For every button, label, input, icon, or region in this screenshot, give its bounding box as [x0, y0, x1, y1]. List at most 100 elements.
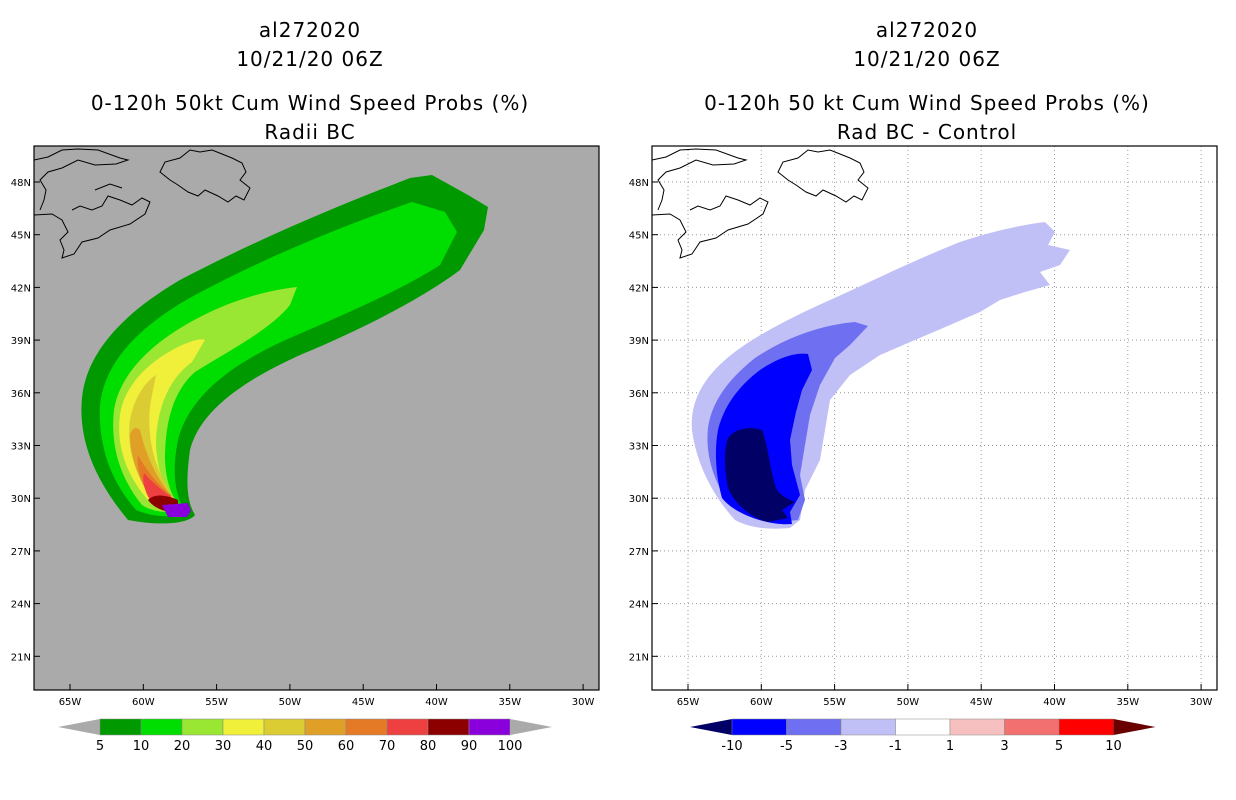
right-lat-tick-label: 48N: [629, 178, 649, 189]
left-colorbar-label: 70: [379, 739, 396, 754]
left-lon-tick-label: 55W: [205, 697, 228, 708]
left-lat-tick-label: 24N: [11, 600, 31, 611]
right-lon-tick-label: 50W: [897, 697, 920, 708]
left-lon-tick-label: 60W: [132, 697, 155, 708]
left-colorbar-box: [222, 718, 265, 736]
right-title: 0-120h 50 kt Cum Wind Speed Probs (%): [704, 91, 1150, 115]
prob-10-contour: [99, 202, 458, 517]
left-colorbar-label: 10: [133, 739, 150, 754]
right-lat-tick-label: 21N: [629, 652, 649, 663]
left-lon-tick-label: 35W: [498, 697, 521, 708]
left-map-panel: [33, 145, 600, 691]
left-colorbar-label: 60: [338, 739, 355, 754]
right-colorbar-label: 5: [1055, 739, 1063, 754]
right-lat-tick-label: 45N: [629, 231, 649, 242]
left-colorbar-label: 100: [498, 739, 523, 754]
left-colorbar-box: [140, 718, 183, 736]
left-probability-swath: [81, 175, 488, 524]
right-lat-tick-label: 33N: [629, 442, 649, 453]
prob-50-contour: [130, 427, 172, 500]
right-colorbar-box: [949, 718, 1005, 736]
right-lat-tick-label: 30N: [629, 494, 649, 505]
left-axis-ticks: 65W 60W 55W 50W 45W 40W 35W 30W 48N 45N 42N 39N 36N 3…: [11, 178, 595, 708]
right-lat-tick-label: 42N: [629, 283, 649, 294]
right-lat-tick-label: 27N: [629, 547, 649, 558]
right-colorbar-box: [840, 718, 896, 736]
right-lon-tick-label: 35W: [1116, 697, 1139, 708]
left-lon-tick-label: 45W: [352, 697, 375, 708]
right-colorbar-box: [895, 718, 951, 736]
right-colorbar-label: -5: [780, 739, 793, 754]
left-lon-tick-label: 50W: [279, 697, 302, 708]
right-colorbar-label: 10: [1105, 739, 1122, 754]
left-lat-tick-label: 39N: [11, 336, 31, 347]
left-lat-tick-label: 36N: [11, 389, 31, 400]
left-lat-tick-label: 33N: [11, 442, 31, 453]
right-lon-tick-label: 65W: [677, 697, 700, 708]
right-colorbar-box: [1004, 718, 1060, 736]
prob-70-contour: [143, 473, 176, 503]
left-coastline: [34, 148, 251, 259]
left-lat-tick-label: 42N: [11, 283, 31, 294]
right-colorbar: -10 -5 -3 -1 1 3 5 10: [690, 718, 1156, 754]
left-title: 0-120h 50kt Cum Wind Speed Probs (%): [90, 91, 530, 115]
left-colorbar-box: [468, 718, 511, 736]
right-colorbar-label: 3: [1000, 739, 1008, 754]
left-colorbar-high-arrow: [510, 719, 552, 735]
right-axis-ticks: 65W 60W 55W 50W 45W 40W 35W 30W 48N 45N 42N 39N 36N 3…: [629, 178, 1213, 708]
right-lat-tick-label: 36N: [629, 389, 649, 400]
left-colorbar-box: [386, 718, 429, 736]
left-lat-tick-label: 48N: [11, 178, 31, 189]
right-lon-tick-label: 60W: [750, 697, 773, 708]
left-map-frame: [33, 145, 600, 691]
left-lat-tick-label: 27N: [11, 547, 31, 558]
right-lon-tick-label: 55W: [823, 697, 846, 708]
left-datetime: 10/21/20 06Z: [236, 47, 384, 71]
right-lat-tick-label: 39N: [629, 336, 649, 347]
right-map-frame: [651, 145, 1218, 691]
left-colorbar-label: 5: [96, 739, 104, 754]
right-difference-field: [691, 222, 1070, 529]
right-colorbar-high-arrow: [1113, 719, 1156, 735]
left-subtitle: Radii BC: [264, 120, 356, 144]
left-colorbar-box: [345, 718, 388, 736]
left-lon-tick-label: 65W: [59, 697, 82, 708]
right-coastline: [652, 148, 869, 259]
left-lon-tick-label: 30W: [572, 697, 595, 708]
right-map-panel: [651, 145, 1218, 691]
left-colorbar-label: 50: [297, 739, 314, 754]
left-lat-tick-label: 45N: [11, 231, 31, 242]
right-datetime: 10/21/20 06Z: [853, 47, 1001, 71]
left-colorbar: 5 10 20 30 40 50 60 70 80 90 100: [58, 718, 552, 754]
right-colorbar-box: [1058, 718, 1114, 736]
left-colorbar-label: 90: [461, 739, 478, 754]
right-colorbar-label: -10: [721, 739, 742, 754]
right-subtitle: Rad BC - Control: [836, 120, 1018, 144]
left-colorbar-label: 30: [215, 739, 232, 754]
right-colorbar-label: 1: [946, 739, 954, 754]
right-colorbar-label: -1: [889, 739, 902, 754]
right-colorbar-low-arrow: [690, 719, 732, 735]
left-colorbar-low-arrow: [58, 719, 100, 735]
right-colorbar-box: [731, 718, 787, 736]
right-colorbar-label: -3: [835, 739, 848, 754]
left-colorbar-box: [304, 718, 347, 736]
right-lat-tick-label: 24N: [629, 600, 649, 611]
left-colorbar-box: [427, 718, 470, 736]
left-colorbar-box: [181, 718, 224, 736]
right-lon-tick-label: 45W: [970, 697, 993, 708]
left-lat-tick-label: 21N: [11, 652, 31, 663]
left-colorbar-box: [263, 718, 306, 736]
left-colorbar-label: 80: [420, 739, 437, 754]
right-colorbar-box: [786, 718, 842, 736]
left-lat-tick-label: 30N: [11, 494, 31, 505]
diff-minus10-contour: [725, 428, 795, 522]
right-storm-id: al272020: [875, 18, 979, 42]
left-storm-id: al272020: [258, 18, 362, 42]
left-colorbar-box: [99, 718, 142, 736]
right-lon-tick-label: 30W: [1190, 697, 1213, 708]
prob-90-contour: [162, 503, 191, 517]
prob-20-contour: [113, 287, 297, 513]
left-lon-tick-label: 40W: [425, 697, 448, 708]
